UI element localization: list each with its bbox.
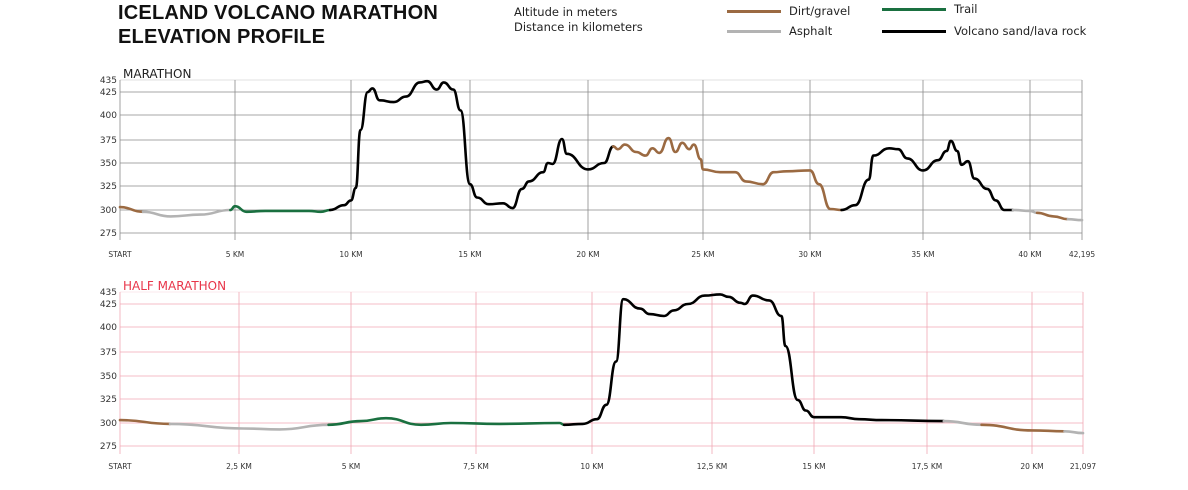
title-line-2: ELEVATION PROFILE (118, 26, 326, 48)
y-tick-label: 300 (100, 419, 117, 429)
elevation-segment-asphalt (141, 208, 232, 218)
x-tick-label: 30 KM (798, 250, 821, 259)
x-tick-label: START (108, 462, 132, 471)
x-tick-label: 17,5 KM (912, 462, 942, 471)
x-tick-label: START (108, 250, 132, 259)
legend-swatch-lava (882, 29, 946, 33)
x-tick-label: 15 KM (458, 250, 481, 259)
elevation-segment-asphalt (942, 419, 983, 427)
legend-label: Dirt/gravel (789, 4, 851, 18)
legend-item-trail: Trail (882, 2, 978, 16)
x-tick-label: 35 KM (911, 250, 934, 259)
legend-label: Asphalt (789, 24, 833, 38)
y-tick-label: 425 (100, 88, 117, 98)
x-tick-label: 7,5 KM (463, 462, 489, 471)
y-tick-label: 435 (100, 76, 117, 86)
y-tick-label: 400 (100, 323, 117, 333)
chart-title: MARATHON (123, 67, 191, 81)
elevation-segment-asphalt (1011, 208, 1039, 215)
y-tick-label: 325 (100, 182, 117, 192)
legend-label: Volcano sand/lava rock (954, 24, 1087, 38)
title-line-1: ICELAND VOLCANO MARATHON (118, 2, 438, 24)
y-tick-label: 375 (100, 348, 117, 358)
y-tick-label: 350 (100, 372, 117, 382)
elevation-segment-asphalt (1063, 430, 1085, 435)
x-tick-label: 25 KM (691, 250, 714, 259)
elevation-segment-trail (229, 204, 332, 214)
y-tick-label: 375 (100, 136, 117, 146)
legend-item-dirt: Dirt/gravel (727, 4, 850, 18)
x-tick-label: 10 KM (580, 462, 603, 471)
legend-item-asphalt: Asphalt (727, 24, 832, 38)
elevation-segment-dirt (118, 418, 172, 426)
y-tick-label: 435 (100, 288, 117, 298)
x-tick-label: 2,5 KM (226, 462, 252, 471)
elevation-segment-trail (327, 416, 566, 427)
altitude-unit: Altitude in meters (514, 5, 618, 19)
elevation-segment-lava (328, 79, 615, 212)
x-tick-label: 20 KM (1020, 462, 1043, 471)
elevation-segment-lava (840, 139, 1015, 212)
x-tick-label: 40 KM (1018, 250, 1041, 259)
elevation-segment-dirt (980, 423, 1066, 433)
legend-swatch-dirt (727, 9, 781, 13)
elevation-segment-lava (562, 293, 946, 427)
y-tick-label: 350 (100, 159, 117, 169)
x-tick-label: 10 KM (339, 250, 362, 259)
x-tick-label: 21,097 (1070, 462, 1096, 471)
y-tick-label: 425 (100, 300, 117, 310)
legend-swatch-trail (882, 7, 946, 11)
x-tick-label: 5 KM (342, 462, 361, 471)
elevation-segment-asphalt (168, 422, 330, 431)
legend-label: Trail (954, 2, 978, 16)
y-tick-label: 275 (100, 442, 117, 452)
x-tick-label: 12,5 KM (697, 462, 727, 471)
elevation-segment-dirt (1035, 211, 1070, 221)
elevation-segment-asphalt (1066, 217, 1084, 222)
x-tick-label: 42,195 (1069, 250, 1095, 259)
legend-swatch-asphalt (727, 29, 781, 33)
elevation-segment-dirt (118, 205, 145, 214)
page-title: ICELAND VOLCANO MARATHON ELEVATION PROFI… (118, 1, 438, 49)
distance-unit: Distance in kilometers (514, 20, 643, 34)
x-tick-label: 5 KM (226, 250, 245, 259)
marathon-chart: 435 425 400 375 350 325 300 275 START 5 KM 10 KM 15… (100, 67, 1096, 259)
half-marathon-chart: 435 425 400 375 350 325 300 275 START 2,5 KM 5 KM 7… (100, 279, 1097, 471)
x-tick-label: 15 KM (802, 462, 825, 471)
y-tick-label: 400 (100, 111, 117, 121)
elevation-segment-dirt (612, 136, 843, 212)
y-tick-label: 300 (100, 206, 117, 216)
y-tick-label: 275 (100, 229, 117, 239)
y-tick-label: 325 (100, 395, 117, 405)
units-note: Altitude in meters Distance in kilometer… (514, 5, 643, 35)
chart-title: HALF MARATHON (123, 279, 226, 293)
x-tick-label: 20 KM (576, 250, 599, 259)
legend-item-lava: Volcano sand/lava rock (882, 24, 1086, 38)
